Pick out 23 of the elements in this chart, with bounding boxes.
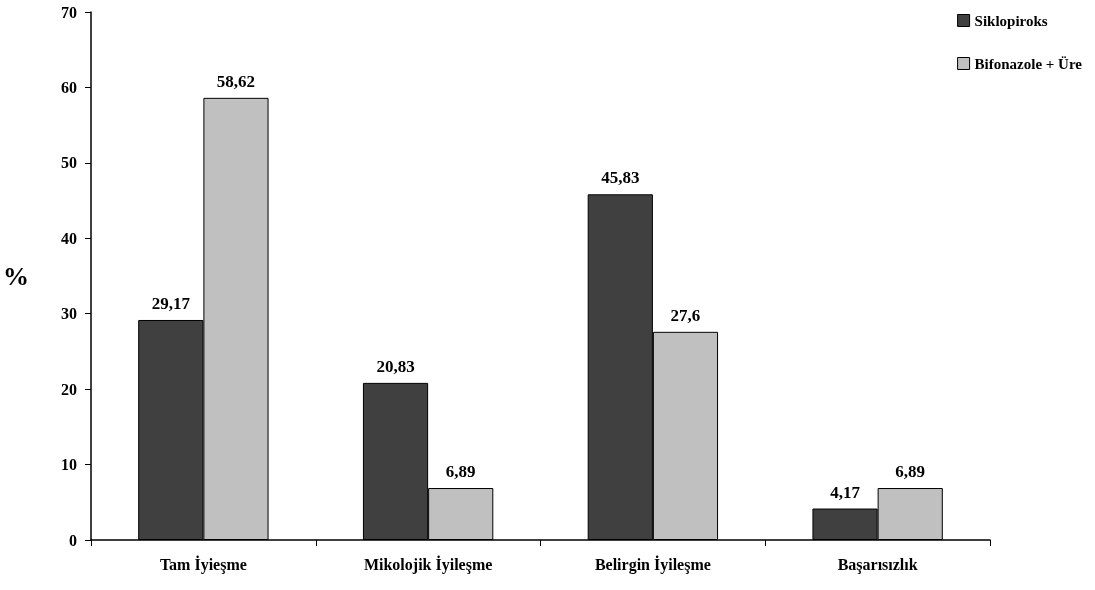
data-label: 29,17 [151,293,191,313]
y-tick-label: 0 [69,531,77,549]
data-label: 58,62 [216,71,256,91]
data-label: 20,83 [376,356,415,376]
y-axis-title: % [3,261,29,291]
y-tick-label: 20 [61,380,77,398]
y-tick-label: 40 [61,229,77,247]
y-tick-label: 10 [61,456,77,474]
legend-label: Siklopiroks [974,12,1048,29]
data-label: 27,6 [670,305,701,325]
x-tick-label: Tam İyieşme [159,554,247,574]
data-label: 6,89 [445,462,476,482]
x-tick-label: Belirgin İyileşme [594,554,711,574]
data-label: 6,89 [895,462,926,482]
x-tick-label: Mikolojik İyileşme [363,554,493,574]
y-tick-label: 60 [61,78,77,96]
y-tick-label: 30 [61,305,77,323]
data-label: 45,83 [601,168,640,188]
data-label: 4,17 [830,482,861,502]
y-tick-label: 50 [61,154,77,172]
x-tick-label: Başarısızlık [837,555,918,574]
y-tick-label: 70 [61,3,77,21]
legend-label: Bifonazole + Üre [974,55,1083,72]
